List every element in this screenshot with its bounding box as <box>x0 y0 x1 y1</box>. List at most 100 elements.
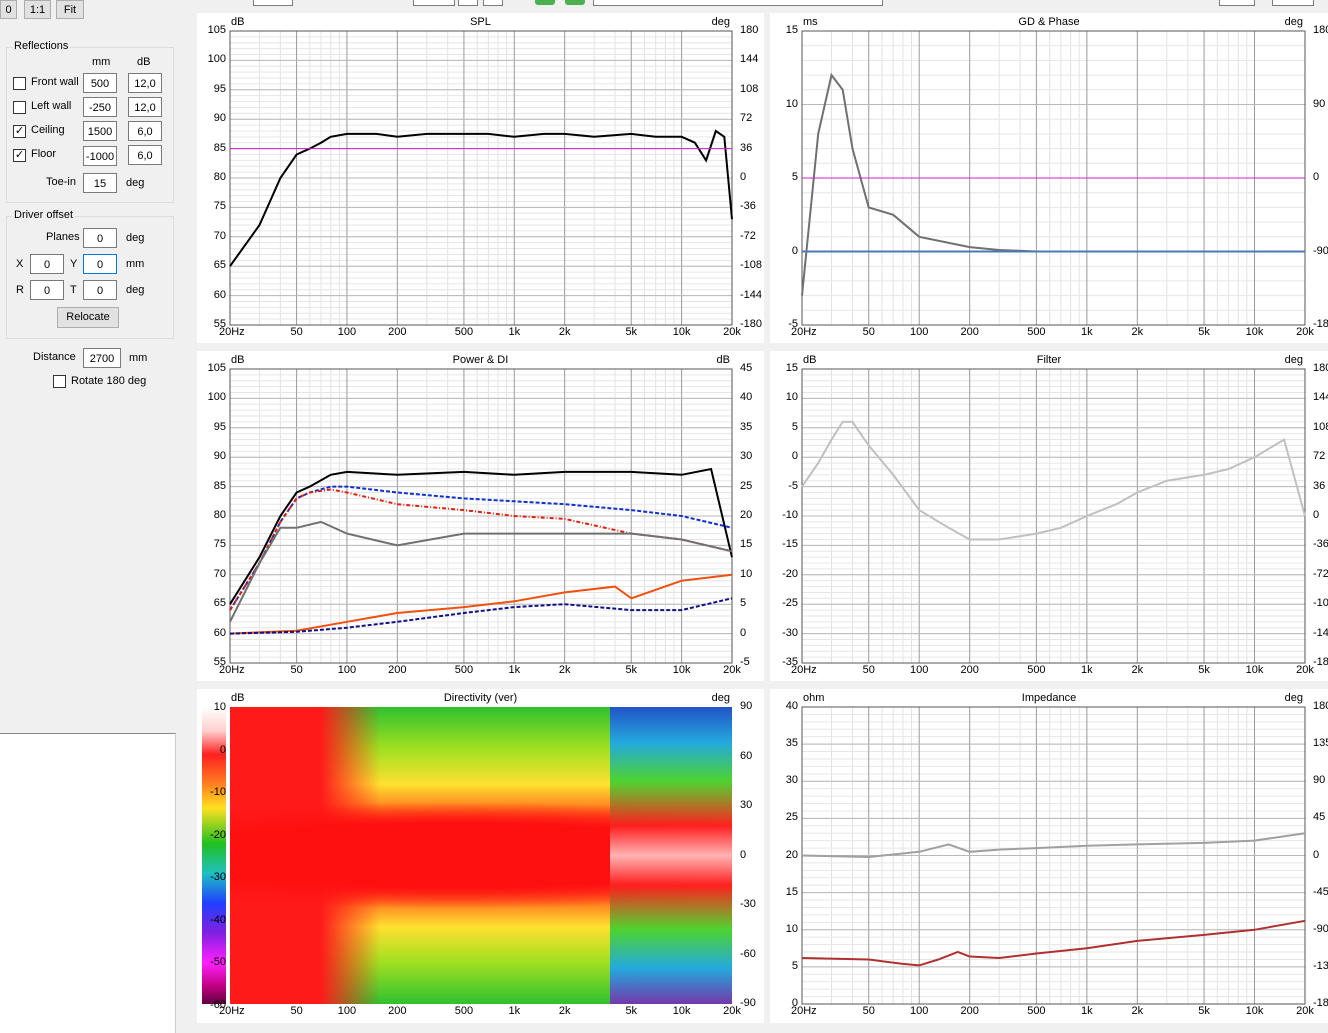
impedance-ytick-label: 30 <box>785 774 798 787</box>
floor-checkbox[interactable]: ✓ <box>13 149 26 162</box>
directivity-y2tick-label: -30 <box>740 898 756 910</box>
directivity-y2tick-label: 60 <box>740 749 753 762</box>
relocate-button[interactable]: Relocate <box>57 307 119 328</box>
filter-ytick-label: 15 <box>785 362 798 374</box>
directivity-xtick-label: 50 <box>290 1005 303 1017</box>
power-y2tick-label: 40 <box>740 391 753 404</box>
power-series-3 <box>229 520 733 623</box>
toe-in-input[interactable]: 15 <box>83 173 117 193</box>
spl-xtick-label: 20k <box>723 326 741 338</box>
filter-y2tick-label: -36 <box>1313 538 1328 551</box>
spl-xtick-label: 5k <box>625 326 638 338</box>
green-action-icon-1[interactable] <box>535 0 555 5</box>
toolbar-field-2[interactable] <box>413 0 455 6</box>
directivity-scale-label: -30 <box>210 871 226 883</box>
power-series-1 <box>229 485 733 611</box>
impedance-y2tick-label: -90 <box>1313 922 1328 935</box>
planes-input[interactable]: 0 <box>83 228 117 248</box>
left-wall-db-input[interactable]: 12,0 <box>128 97 162 117</box>
power-y2tick-label: 45 <box>740 362 753 374</box>
distance-input[interactable]: 2700 <box>83 348 121 368</box>
filter-ytick-label: -25 <box>782 597 798 610</box>
impedance-xtick-label: 200 <box>960 1005 979 1017</box>
filter-ytick-label: -20 <box>782 567 798 580</box>
spl-y2tick-label: -108 <box>740 259 763 272</box>
gd-ytick-label: 10 <box>785 97 798 110</box>
impedance-y2tick-label: -135 <box>1313 959 1328 972</box>
zoom-fit-button[interactable]: Fit <box>56 0 84 19</box>
rotate-checkbox[interactable] <box>53 375 66 388</box>
power-xtick-label: 50 <box>290 664 303 676</box>
power-y2tick-label: 30 <box>740 450 753 463</box>
left-wall-checkbox[interactable] <box>13 101 26 114</box>
toolbar-field-1[interactable] <box>253 0 293 6</box>
gd-xtick-label: 200 <box>960 326 979 338</box>
gd-xtick-label: 10k <box>1245 326 1264 338</box>
directivity-y2tick-label: 90 <box>740 700 753 712</box>
spl-y2tick-label: 108 <box>740 82 759 95</box>
r-input[interactable]: 0 <box>30 280 64 300</box>
power-y2tick-label: 25 <box>740 479 753 492</box>
ceiling-label: Ceiling <box>31 124 65 136</box>
spl-ylabel: dB <box>231 16 245 28</box>
gd-y2tick-label: -180 <box>1313 318 1328 330</box>
spl-y2tick-label: -72 <box>740 229 756 242</box>
filter-ytick-label: 0 <box>791 450 798 463</box>
t-input[interactable]: 0 <box>83 280 117 300</box>
gd-ytick-label: -5 <box>788 318 798 330</box>
floor-db-input[interactable]: 6,0 <box>128 145 162 165</box>
filter-y2tick-label: -144 <box>1313 626 1328 639</box>
power-ytick-label: 90 <box>213 450 226 463</box>
impedance-ylabel: ohm <box>803 692 825 704</box>
directivity-xtick-label: 500 <box>454 1005 474 1017</box>
impedance-ytick-label: 10 <box>785 922 798 935</box>
x-input[interactable]: 0 <box>30 254 64 274</box>
front-wall-mm-input[interactable]: 500 <box>83 73 117 93</box>
toolbar-spinner[interactable] <box>458 0 478 6</box>
impedance-xtick-label: 20k <box>1296 1005 1314 1017</box>
gd-xtick-label: 100 <box>910 326 929 338</box>
zoom-zero-button[interactable]: 0 <box>0 0 17 19</box>
gd-ytick-label: 0 <box>791 244 798 257</box>
left-wall-mm-input[interactable]: -250 <box>83 97 117 117</box>
directivity-xtick-label: 5k <box>625 1005 638 1017</box>
power-ytick-label: 100 <box>207 391 226 404</box>
spl-xtick-label: 100 <box>337 326 357 338</box>
ceiling-mm-input[interactable]: 1500 <box>83 121 117 141</box>
toolbar-combo[interactable] <box>593 0 883 6</box>
power-ytick-label: 60 <box>213 626 226 639</box>
power-series-0 <box>229 467 733 605</box>
spl-y2tick-label: 72 <box>740 112 753 125</box>
filter-xtick-label: 5k <box>1198 664 1210 676</box>
front-wall-checkbox[interactable] <box>13 77 26 90</box>
spl-title: SPL <box>470 16 491 28</box>
ceiling-db-input[interactable]: 6,0 <box>128 121 162 141</box>
toolbar-field-3[interactable] <box>1219 0 1255 6</box>
directivity-y2label: deg <box>711 692 730 704</box>
spl-plot <box>229 30 733 326</box>
zoom-1-1-button[interactable]: 1:1 <box>24 0 51 19</box>
spl-xtick-label: 1k <box>508 326 521 338</box>
spl-ytick-label: 80 <box>213 171 226 183</box>
planes-unit: deg <box>126 232 145 244</box>
filter-y2tick-label: 0 <box>1313 509 1320 521</box>
spl-y2tick-label: 0 <box>740 171 747 183</box>
power-y2tick-label: 0 <box>740 626 747 639</box>
power-ytick-label: 80 <box>213 509 226 521</box>
rt-unit: deg <box>126 284 145 296</box>
gd-xtick-label: 500 <box>1027 326 1046 338</box>
toolbar-spinner-2[interactable] <box>483 0 503 6</box>
spl-y2label: deg <box>711 16 730 28</box>
filter-ytick-label: 5 <box>791 420 798 433</box>
directivity-ylabel: dB <box>231 692 245 704</box>
filter-xtick-label: 20k <box>1296 664 1314 676</box>
ceiling-checkbox[interactable]: ✓ <box>13 125 26 138</box>
front-wall-db-input[interactable]: 12,0 <box>128 73 162 93</box>
gd-y2tick-label: 180 <box>1313 24 1328 36</box>
green-action-icon-2[interactable] <box>565 0 585 5</box>
floor-mm-input[interactable]: -1000 <box>83 146 117 166</box>
y-input[interactable]: 0 <box>83 254 117 274</box>
directivity-scale-label: -40 <box>210 913 226 926</box>
toolbar-field-4[interactable] <box>1272 0 1314 6</box>
power-ylabel: dB <box>231 354 245 366</box>
